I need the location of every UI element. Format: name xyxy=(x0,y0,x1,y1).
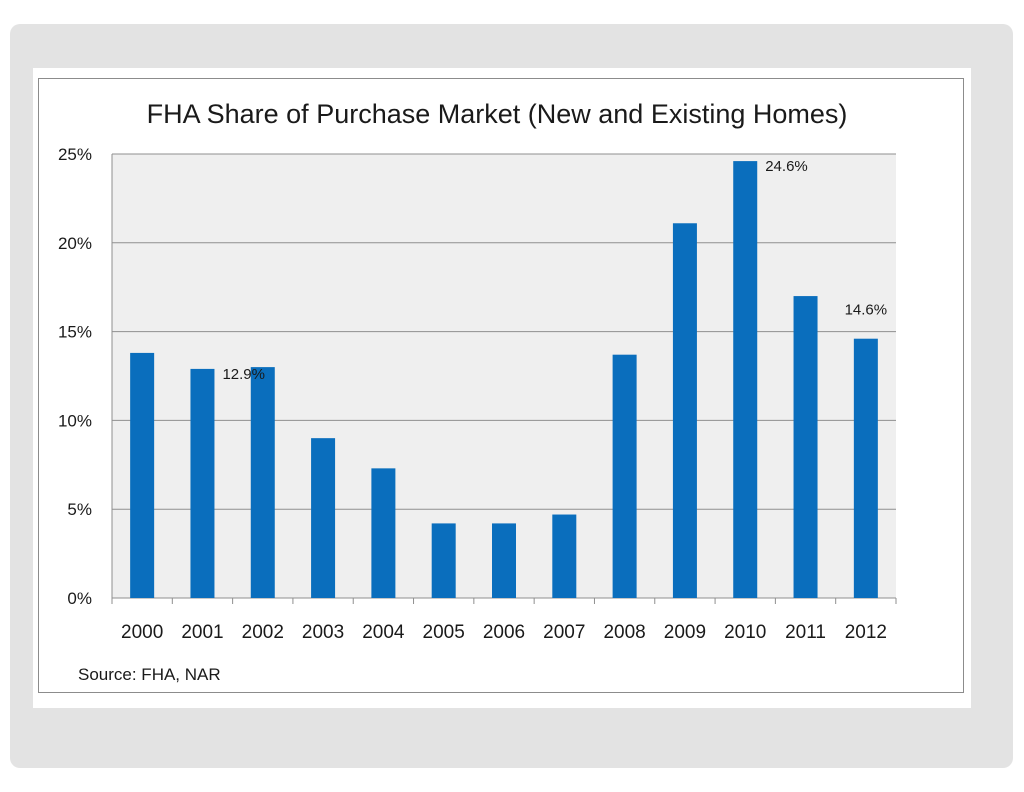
y-tick-label: 25% xyxy=(58,145,92,164)
bar-2012 xyxy=(853,338,878,598)
y-tick-label: 15% xyxy=(58,323,92,342)
x-tick-label: 2002 xyxy=(242,622,284,643)
y-tick-label: 5% xyxy=(67,500,92,519)
bar-2006 xyxy=(492,523,516,598)
data-label: 14.6% xyxy=(845,302,888,319)
y-tick-label: 10% xyxy=(58,411,92,430)
bar-2002 xyxy=(250,367,275,598)
y-tick-label: 20% xyxy=(58,234,92,253)
data-label: 12.9% xyxy=(222,366,265,383)
x-tick-label: 2011 xyxy=(785,622,826,643)
bar-2001 xyxy=(190,368,215,598)
x-tick-label: 2006 xyxy=(483,622,525,643)
bar-2003 xyxy=(311,438,336,598)
bar-2004 xyxy=(371,468,396,598)
x-tick-label: 2008 xyxy=(603,622,645,643)
chart-title: FHA Share of Purchase Market (New and Ex… xyxy=(147,99,848,129)
data-label: 24.6% xyxy=(765,158,808,175)
bar-2007 xyxy=(552,514,577,598)
x-tick-label: 2004 xyxy=(362,622,405,643)
bar-2005 xyxy=(431,523,456,598)
bar-2008 xyxy=(612,354,637,598)
x-tick-label: 2012 xyxy=(845,622,887,643)
x-tick-label: 2003 xyxy=(302,622,344,643)
bar-2011 xyxy=(793,296,818,598)
bar-2000 xyxy=(130,352,155,598)
chart-source: Source: FHA, NAR xyxy=(78,665,221,684)
bar-2009 xyxy=(672,223,697,599)
bar-2010 xyxy=(733,161,758,598)
x-tick-label: 2005 xyxy=(423,622,465,643)
x-tick-label: 2009 xyxy=(664,622,706,643)
y-tick-label: 0% xyxy=(67,589,92,608)
x-tick-label: 2007 xyxy=(543,622,585,643)
x-tick-label: 2000 xyxy=(121,622,163,643)
x-tick-label: 2010 xyxy=(724,622,766,643)
x-tick-label: 2001 xyxy=(181,622,223,643)
